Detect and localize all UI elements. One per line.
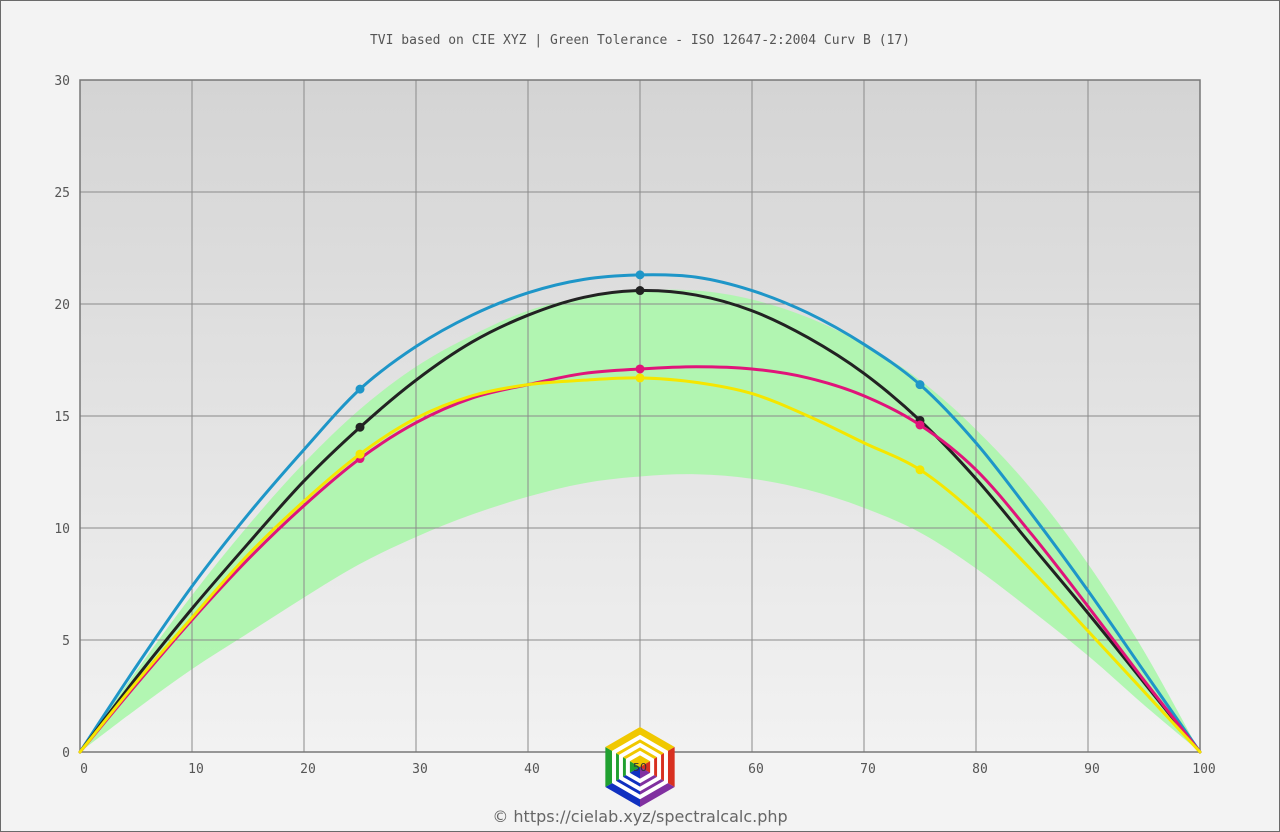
data-point — [635, 270, 645, 280]
x-tick-label: 10 — [188, 762, 204, 777]
x-tick-label: 90 — [1084, 762, 1100, 777]
tick-labels: 0 10 20 30 40 50 60 70 80 90 100 0 5 10 15 20 25 30 — [54, 74, 1215, 777]
logo-text: 50 — [633, 761, 647, 774]
data-point — [355, 422, 365, 432]
y-tick-label: 10 — [54, 522, 70, 537]
data-point — [635, 373, 645, 383]
tolerance-band — [80, 289, 1200, 752]
tolerance-band-area — [80, 289, 1200, 752]
series-4 — [78, 373, 1202, 754]
x-tick-label: 40 — [524, 762, 540, 777]
x-tick-label: 70 — [860, 762, 876, 777]
x-tick-label: 60 — [748, 762, 764, 777]
data-point — [355, 449, 365, 459]
x-tick-label: 100 — [1192, 762, 1215, 777]
data-point — [915, 380, 925, 390]
logo-ring — [625, 750, 655, 784]
logo-ring — [618, 742, 662, 792]
series-layer — [78, 270, 1202, 754]
x-tick-label: 0 — [80, 762, 88, 777]
logo-ring — [612, 734, 668, 800]
y-tick-label: 5 — [62, 634, 70, 649]
x-tick-label: 80 — [972, 762, 988, 777]
x-tick-label: 20 — [300, 762, 316, 777]
y-tick-label: 30 — [54, 74, 70, 89]
y-tick-label: 25 — [54, 186, 70, 201]
series-1 — [78, 270, 1202, 754]
data-point — [635, 364, 645, 374]
y-tick-label: 15 — [54, 410, 70, 425]
data-point — [915, 465, 925, 475]
credit-text: © https://cielab.xyz/spectralcalc.php — [492, 807, 787, 826]
x-tick-label: 30 — [412, 762, 428, 777]
data-point — [915, 420, 925, 430]
y-tick-label: 0 — [62, 746, 70, 761]
grid — [79, 79, 1201, 753]
cielab-logo: 50 — [605, 727, 675, 807]
y-tick-label: 20 — [54, 298, 70, 313]
chart-title: TVI based on CIE XYZ | Green Tolerance -… — [370, 33, 910, 48]
data-point — [635, 286, 645, 296]
data-point — [355, 384, 365, 394]
